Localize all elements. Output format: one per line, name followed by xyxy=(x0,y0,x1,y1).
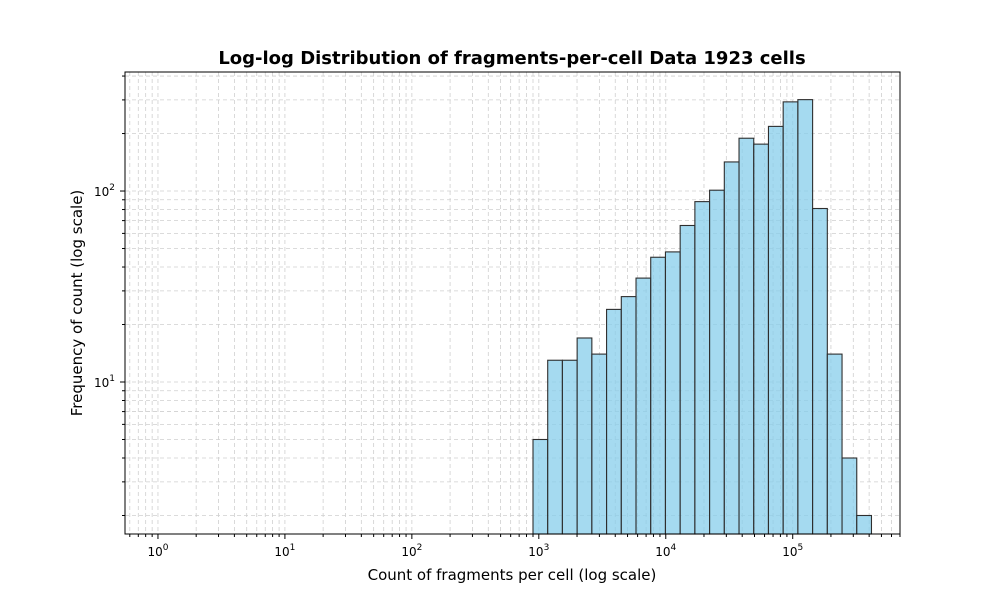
bar-group xyxy=(532,99,873,535)
x-tick-label: 102 xyxy=(401,543,422,559)
chart-title: Log-log Distribution of fragments-per-ce… xyxy=(218,48,805,69)
plot-frame xyxy=(124,71,901,535)
histogram-bar xyxy=(753,143,770,535)
x-tick-label: 100 xyxy=(147,543,168,559)
histogram-bar xyxy=(767,125,784,535)
histogram-bar xyxy=(841,457,858,535)
histogram-bar xyxy=(532,438,549,535)
tick-labels: 100 101 102 103 104 105 101 102 xyxy=(94,183,803,559)
y-tick-label: 101 xyxy=(94,374,115,390)
histogram-bar xyxy=(782,101,799,535)
x-tick-label: 105 xyxy=(782,543,803,559)
histogram-bar xyxy=(797,99,814,535)
y-axis-label: Frequency of count (log scale) xyxy=(68,190,86,417)
histogram-bar xyxy=(561,359,578,535)
histogram-bar xyxy=(812,207,828,535)
histogram-bar xyxy=(664,251,681,535)
histogram-bar xyxy=(856,514,873,535)
x-tick-label: 103 xyxy=(528,543,549,559)
x-axis-label: Count of fragments per cell (log scale) xyxy=(368,566,657,584)
histogram-bar xyxy=(679,224,696,535)
axis-ticks xyxy=(120,75,901,539)
histogram-bar xyxy=(723,161,740,535)
x-tick-label: 101 xyxy=(274,543,295,559)
histogram-bar xyxy=(694,201,711,535)
histogram-bar xyxy=(606,308,622,535)
histogram-bar xyxy=(547,359,563,535)
x-tick-label: 104 xyxy=(655,543,676,559)
histogram-bar xyxy=(635,277,652,535)
histogram-bar xyxy=(620,296,637,535)
histogram-bar xyxy=(826,353,843,535)
histogram-bar xyxy=(576,337,593,535)
y-tick-label: 102 xyxy=(94,183,115,199)
histogram-bar xyxy=(591,353,608,535)
histogram-bar xyxy=(709,189,725,535)
histogram-bar xyxy=(738,137,755,535)
histogram-bar xyxy=(650,256,666,535)
